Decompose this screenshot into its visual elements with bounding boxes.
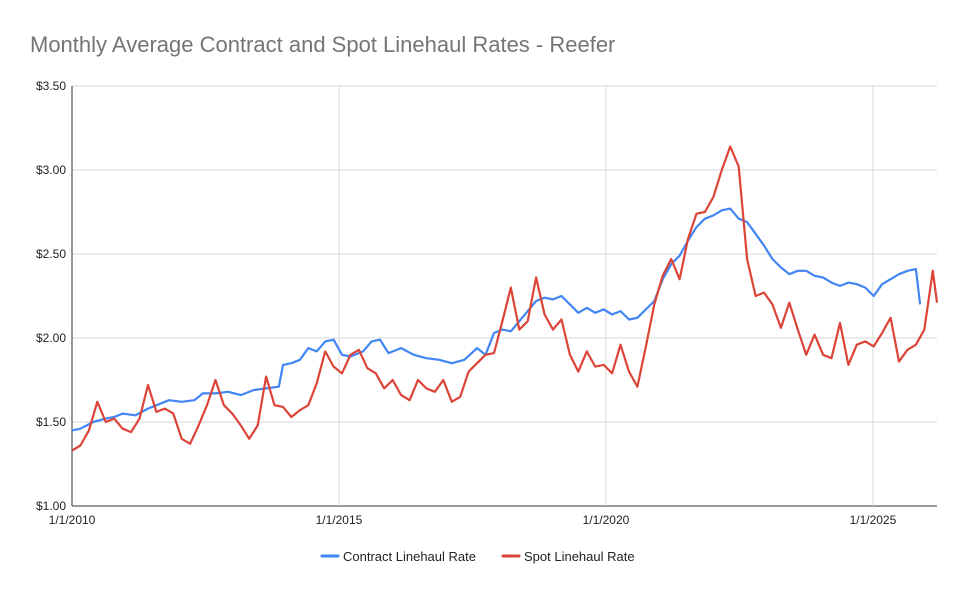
- legend-label-contract: Contract Linehaul Rate: [343, 549, 476, 564]
- y-tick-label: $3.50: [36, 79, 66, 93]
- y-tick-label: $3.00: [36, 163, 66, 177]
- legend-label-spot: Spot Linehaul Rate: [524, 549, 635, 564]
- y-tick-label: $1.50: [36, 415, 66, 429]
- x-tick-label: 1/1/2015: [316, 513, 363, 527]
- y-tick-label: $2.50: [36, 247, 66, 261]
- series-line-spot: [71, 145, 939, 452]
- plot-area: [71, 145, 939, 452]
- x-tick-label: 1/1/2025: [850, 513, 897, 527]
- chart-title: Monthly Average Contract and Spot Lineha…: [30, 32, 615, 57]
- legend: Contract Linehaul Rate Spot Linehaul Rat…: [320, 549, 635, 564]
- y-tick-label: $2.00: [36, 331, 66, 345]
- y-axis: $1.00 $1.50 $2.00 $2.50 $3.00 $3.50: [36, 79, 66, 513]
- gridlines: [71, 85, 937, 507]
- x-tick-label: 1/1/2020: [583, 513, 630, 527]
- y-tick-label: $1.00: [36, 499, 66, 513]
- x-tick-label: 1/1/2010: [49, 513, 96, 527]
- x-axis: 1/1/2010 1/1/2015 1/1/2020 1/1/2025: [49, 513, 897, 527]
